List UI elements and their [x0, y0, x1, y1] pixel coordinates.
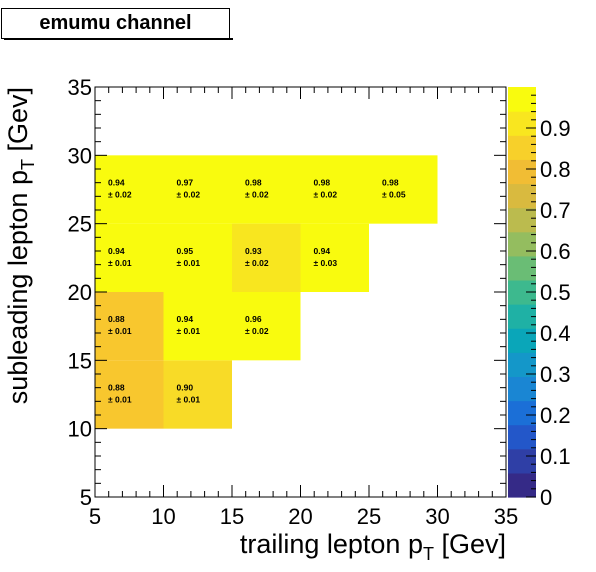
y-tick-label: 25: [68, 212, 92, 237]
cell-value-label: 0.98: [245, 178, 262, 188]
colorbar-band: [508, 352, 536, 378]
cell-value-label: 0.97: [177, 178, 194, 188]
colorbar-band: [508, 87, 536, 112]
cell-error-label: ± 0.02: [314, 190, 338, 200]
x-tick-label: 25: [357, 504, 381, 529]
cell-error-label: ± 0.01: [108, 326, 132, 336]
x-tick-label: 15: [220, 504, 244, 529]
axis-ticks: 5 10 15 20 25 30 35 5 10 15 20 25 30 35: [68, 75, 519, 529]
cell-error-label: ± 0.02: [245, 190, 269, 200]
cell-error-label: ± 0.01: [177, 258, 201, 268]
x-tick-label: 20: [288, 504, 312, 529]
heatmap-cell: [95, 155, 164, 224]
colorbar-tick-label: 0.2: [540, 403, 571, 428]
cell-value-label: 0.96: [245, 314, 262, 324]
colorbar-band: [508, 328, 536, 353]
colorbar-tick-label: 0.8: [540, 157, 571, 182]
colorbar-band: [508, 448, 536, 474]
colorbar-tick-label: 0.1: [540, 444, 571, 469]
heatmap-cell: [95, 292, 164, 361]
heatmap-cell: [95, 360, 164, 429]
cell-value-label: 0.94: [108, 178, 125, 188]
colorbar-band: [508, 111, 536, 136]
colorbar-band: [508, 183, 536, 209]
cell-value-label: 0.88: [108, 314, 125, 324]
colorbar-band: [508, 255, 536, 281]
heatmap-cell: [232, 292, 301, 361]
y-tick-label: 15: [68, 348, 92, 373]
cell-error-label: ± 0.02: [108, 190, 132, 200]
x-axis-label: trailing lepton pT [Gev]: [240, 529, 506, 564]
colorbar-band: [508, 207, 536, 233]
chart-title: emumu channel: [1, 8, 233, 40]
colorbar-tick-label: 0: [540, 485, 552, 510]
cell-value-label: 0.94: [314, 246, 331, 256]
heatmap-cells: 0.88 ± 0.01 0.90 ± 0.01 0.88 ± 0.01 0.94 ± 0.01…: [95, 155, 438, 429]
heatmap-cell: [95, 223, 164, 292]
cell-value-label: 0.93: [245, 246, 262, 256]
colorbar: 0 0.1 0.2 0.3 0.4 0.5 0.6 0.7 0.8 0.9: [508, 87, 571, 510]
heatmap-cell: [163, 223, 232, 292]
cell-error-label: ± 0.01: [108, 395, 132, 405]
heatmap-cell: [300, 155, 369, 224]
cell-value-label: 0.98: [314, 178, 331, 188]
x-tick-label: 30: [425, 504, 449, 529]
cell-error-label: ± 0.01: [108, 258, 132, 268]
y-tick-label: 30: [68, 143, 92, 168]
cell-value-label: 0.88: [108, 383, 125, 393]
cell-error-label: ± 0.01: [177, 395, 201, 405]
heatmap-cell: [300, 223, 369, 292]
y-tick-label: 10: [68, 417, 92, 442]
colorbar-band: [508, 472, 536, 498]
colorbar-band: [508, 231, 536, 257]
y-axis-label: subleading lepton pT [Gev]: [3, 87, 38, 404]
colorbar-band: [508, 159, 536, 185]
heatmap-cell: [232, 223, 301, 292]
colorbar-tick-label: 0.6: [540, 239, 571, 264]
colorbar-tick-label: 0.9: [540, 116, 571, 141]
heatmap-cell: [232, 155, 301, 224]
x-tick-label: 35: [494, 504, 518, 529]
cell-error-label: ± 0.01: [177, 326, 201, 336]
y-tick-label: 5: [80, 485, 92, 510]
heatmap-cell: [163, 360, 232, 429]
cell-error-label: ± 0.05: [382, 190, 406, 200]
colorbar-tick-label: 0.3: [540, 362, 571, 387]
cell-value-label: 0.95: [177, 246, 194, 256]
colorbar-band: [508, 424, 536, 450]
x-tick-label: 10: [151, 504, 175, 529]
colorbar-band: [508, 135, 536, 160]
cell-error-label: ± 0.02: [177, 190, 201, 200]
cell-error-label: ± 0.03: [314, 258, 338, 268]
y-tick-label: 35: [68, 75, 92, 100]
heatmap-cell: [163, 155, 232, 224]
heatmap-cell: [369, 155, 438, 224]
y-tick-label: 20: [68, 280, 92, 305]
cell-error-label: ± 0.02: [245, 258, 269, 268]
colorbar-band: [508, 400, 536, 426]
colorbar-tick-label: 0.5: [540, 280, 571, 305]
cell-value-label: 0.90: [177, 383, 194, 393]
cell-error-label: ± 0.02: [245, 326, 269, 336]
cell-value-label: 0.98: [382, 178, 399, 188]
cell-value-label: 0.94: [177, 314, 194, 324]
heatmap-cell: [163, 292, 232, 361]
colorbar-tick-label: 0.7: [540, 198, 571, 223]
colorbar-band: [508, 376, 536, 402]
x-tick-label: 5: [89, 504, 101, 529]
cell-value-label: 0.94: [108, 246, 125, 256]
colorbar-tick-label: 0.4: [540, 321, 571, 346]
